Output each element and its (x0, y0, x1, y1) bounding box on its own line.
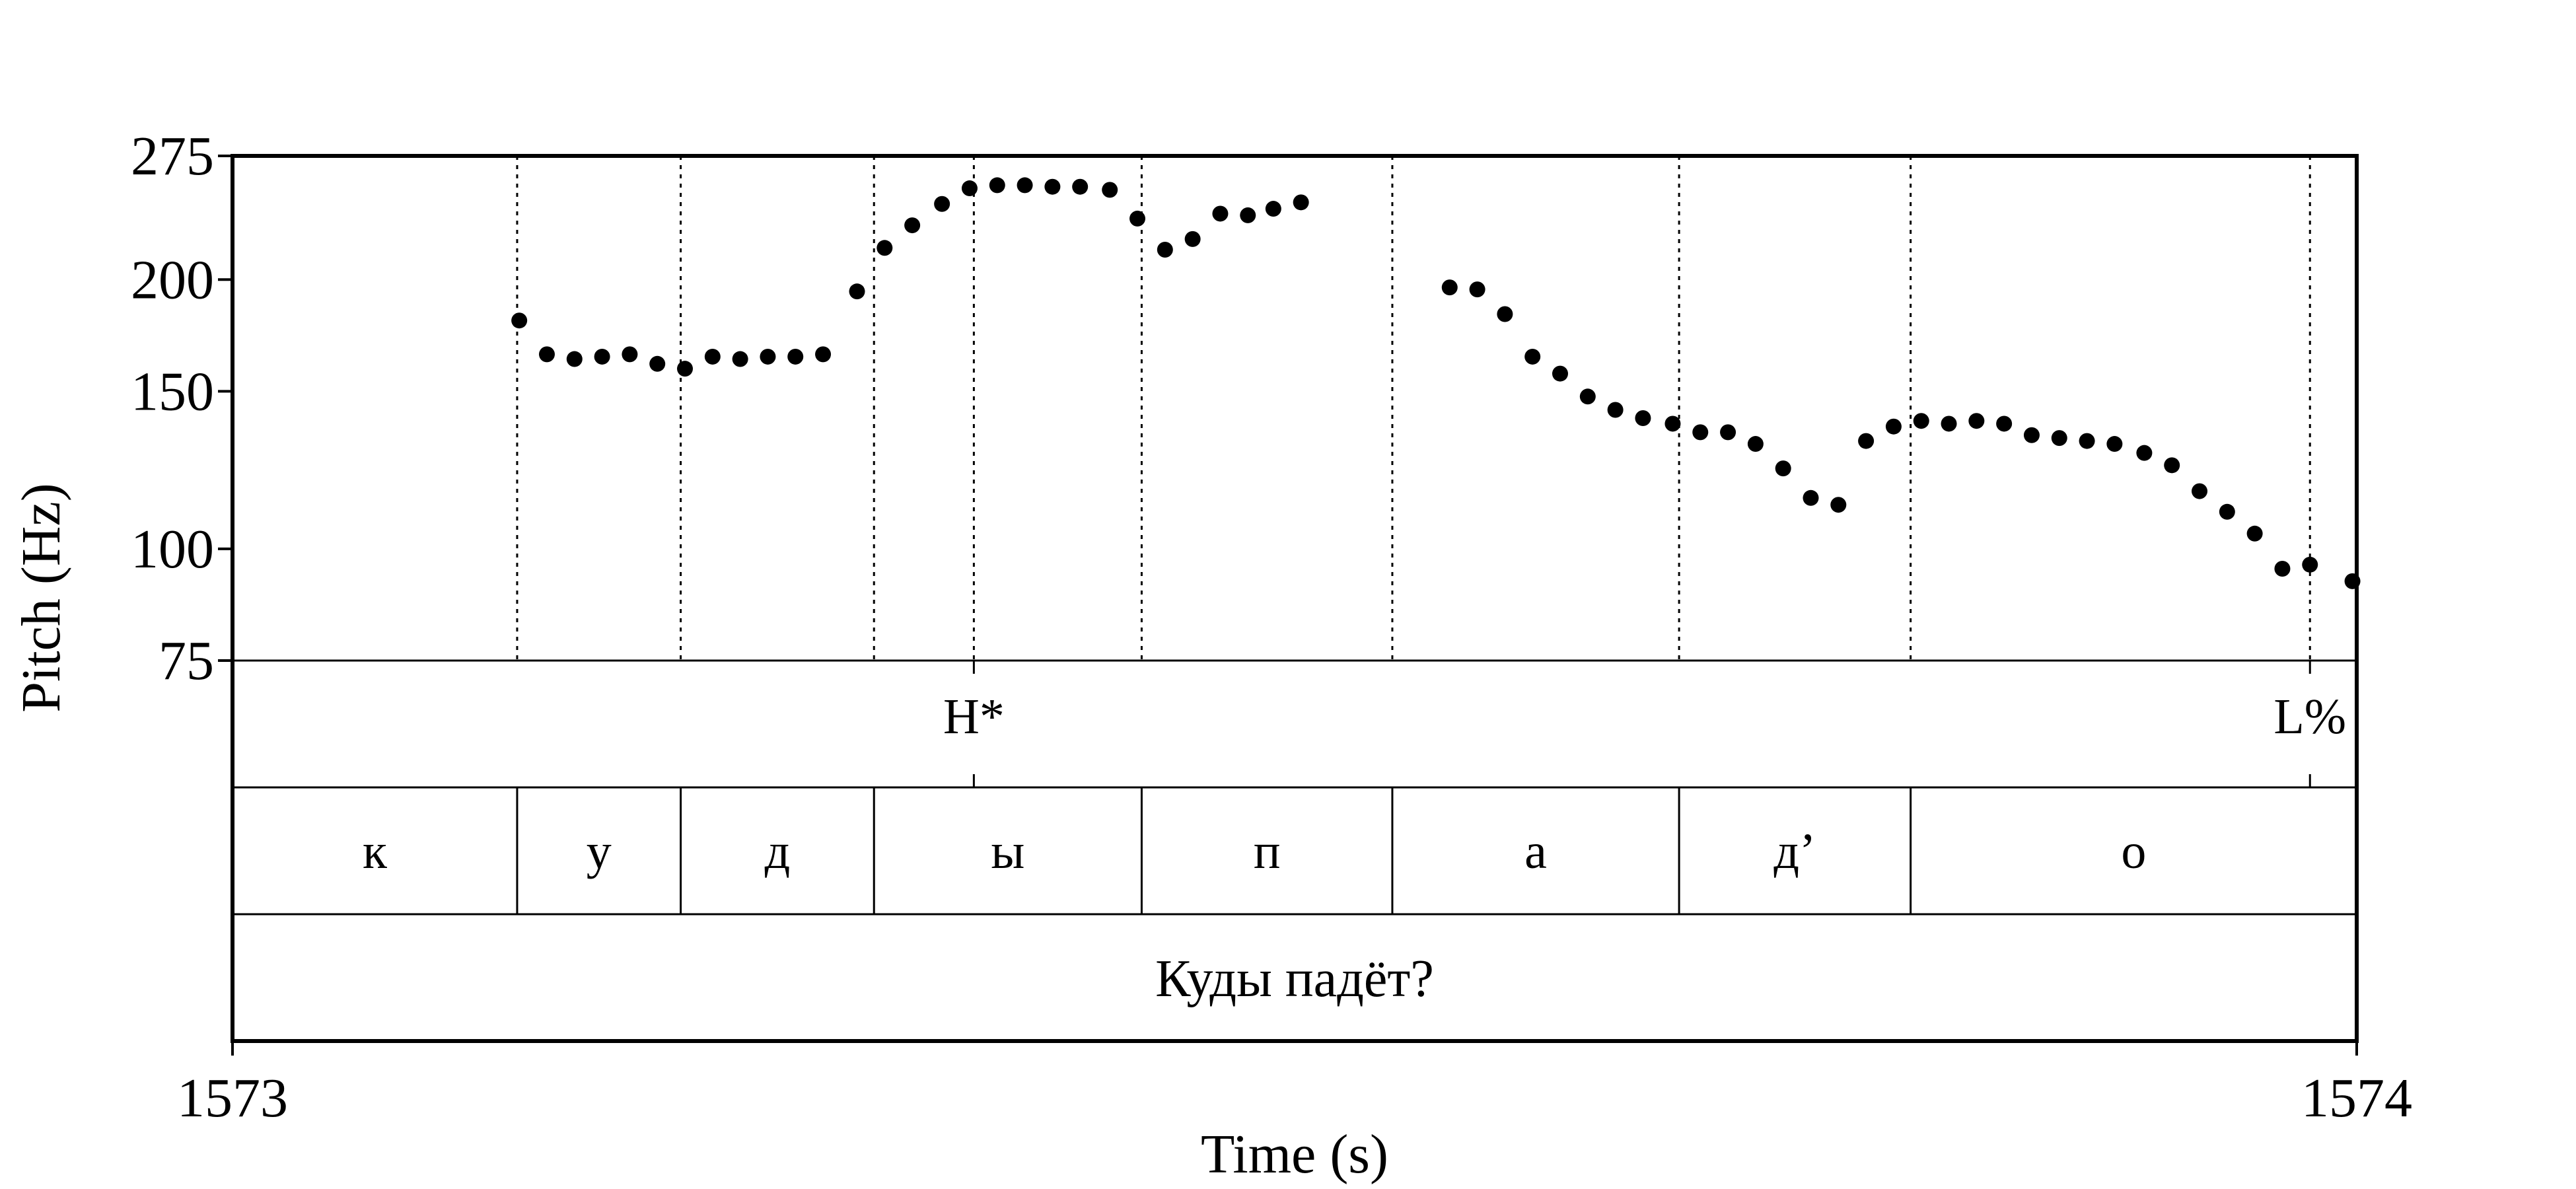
interval-boundary-lines (516, 156, 2311, 661)
y-tick-label: 150 (131, 361, 214, 422)
pitch-point (1469, 281, 1485, 298)
segment-label: п (1254, 824, 1281, 879)
pitch-point (1941, 415, 1957, 432)
pitch-point (1157, 242, 1173, 258)
pitch-point (1885, 418, 1902, 435)
y-tick-label: 100 (131, 519, 214, 580)
pitch-point (1293, 194, 1309, 211)
pitch-point (1775, 460, 1791, 477)
pitch-point (1635, 410, 1651, 426)
pitch-point (877, 240, 893, 256)
pitch-point (2051, 430, 2067, 447)
annotation-frame (231, 154, 2359, 1043)
x-axis: 1573 1574 (177, 1041, 2412, 1129)
pitch-point (815, 346, 832, 363)
pitch-point (511, 312, 528, 329)
pitch-point (2344, 573, 2361, 589)
pitch-point (2136, 445, 2153, 461)
y-tick-label: 275 (131, 126, 214, 187)
pitch-point (1497, 306, 1513, 322)
pitch-point (2023, 427, 2040, 443)
pitch-point (2106, 436, 2123, 452)
pitch-point (1184, 231, 1201, 247)
y-axis: 275 200 150 100 75 (131, 126, 233, 692)
pitch-point (2219, 503, 2235, 520)
tone-label: H* (943, 689, 1005, 744)
pitch-point (1830, 497, 1847, 513)
pitch-point (1720, 424, 1736, 441)
pitch-point (904, 217, 921, 234)
segment-label: к (363, 824, 387, 879)
x-tick-label: 1574 (2301, 1067, 2412, 1129)
x-axis-title: Time (s) (1201, 1124, 1388, 1185)
pitch-point (622, 346, 638, 363)
pitch-point (1524, 348, 1541, 365)
pitch-point (2274, 560, 2291, 577)
plot-border (231, 154, 2359, 1043)
pitch-point (1212, 205, 1229, 222)
pitch-point (1664, 415, 1681, 432)
pitch-point (2302, 556, 2318, 573)
tone-label: L% (2273, 689, 2346, 744)
pitch-point (566, 351, 583, 367)
segment-label: ы (991, 824, 1024, 879)
segment-label: а (1524, 824, 1547, 879)
pitch-point (760, 348, 776, 365)
pitch-point (787, 348, 804, 365)
pitch-point (1265, 201, 1281, 217)
segment-label: д (765, 824, 791, 879)
pitch-point (1803, 489, 1819, 506)
pitch-point (1129, 210, 1146, 227)
segment-label: о (2121, 824, 2146, 879)
y-tick-label: 200 (131, 249, 214, 310)
pitch-point (1102, 182, 1118, 198)
annotation-tiers: H* L% к у д ы п а д’ о Куды падёт? (363, 661, 2346, 1008)
pitch-point (1996, 415, 2013, 432)
pitch-point (594, 348, 610, 365)
phrase-label: Куды падёт? (1155, 950, 1434, 1008)
pitch-point (989, 177, 1005, 194)
pitch-point (2164, 457, 2180, 474)
pitch-point (1913, 413, 1929, 429)
pitch-point (1747, 436, 1764, 452)
pitch-point (1858, 433, 1875, 449)
pitch-point (538, 346, 555, 363)
pitch-point (1044, 178, 1061, 195)
pitch-point (677, 361, 694, 377)
pitch-point (1607, 402, 1624, 418)
pitch-point (1692, 424, 1709, 441)
segment-label: д’ (1773, 824, 1816, 879)
pitch-point (2192, 483, 2208, 499)
pitch-point (2246, 525, 2263, 542)
x-tick-label: 1573 (177, 1067, 288, 1129)
pitch-point (1441, 279, 1458, 296)
pitch-points (511, 177, 2361, 589)
pitch-point (704, 348, 721, 365)
pitch-point (1579, 388, 1596, 405)
y-tick-label: 75 (159, 630, 214, 692)
pitch-point (1552, 365, 1568, 382)
pitch-point (732, 351, 748, 367)
y-axis-title: Pitch (Hz) (11, 483, 72, 713)
pitch-point (649, 355, 666, 372)
pitch-point (934, 196, 950, 212)
pitch-point (1072, 178, 1089, 195)
pitch-point (1017, 177, 1033, 194)
segment-label: у (587, 824, 612, 879)
pitch-point (961, 180, 978, 197)
pitch-point (1240, 207, 1256, 223)
pitch-point (849, 283, 865, 300)
pitch-point (1968, 413, 1985, 429)
pitch-point (2079, 433, 2095, 449)
